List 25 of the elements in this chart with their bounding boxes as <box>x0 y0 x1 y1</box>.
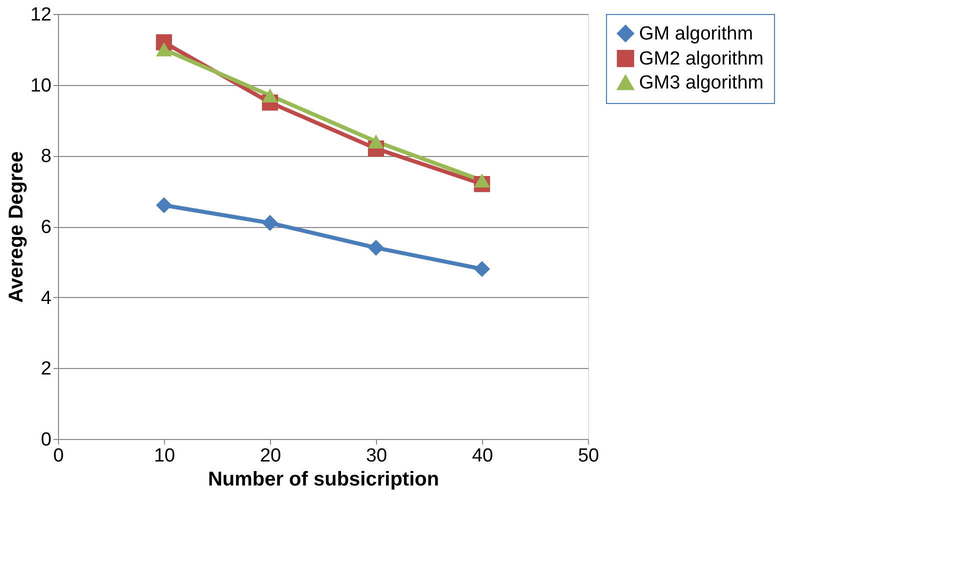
legend-label: GM2 algorithm <box>639 48 764 70</box>
point <box>368 240 384 256</box>
y-tick-label: 8 <box>40 146 52 168</box>
x-axis-title: Number of subsicription <box>208 468 440 490</box>
x-tick-label: 30 <box>366 446 388 466</box>
y-tick-label: 0 <box>40 430 52 450</box>
y-tick-label: 12 <box>30 4 52 26</box>
point <box>156 42 172 56</box>
point <box>262 88 278 102</box>
point <box>474 173 490 188</box>
x-tick-label: 20 <box>260 446 282 466</box>
point <box>262 214 278 232</box>
x-tick-label: 10 <box>154 446 176 466</box>
x-tick-label: 40 <box>472 446 494 466</box>
y-tick-label: 4 <box>40 288 52 309</box>
point <box>368 134 384 148</box>
legend-label: GM3 algorithm <box>639 72 764 94</box>
y-axis-title: Averege Degree <box>5 151 28 303</box>
x-tick-label: 50 <box>578 446 600 466</box>
point <box>156 197 172 214</box>
legend-label: GM algorithm <box>639 24 754 44</box>
y-tick-label: 2 <box>40 358 52 380</box>
point <box>474 260 490 278</box>
y-tick-label: 10 <box>30 75 52 96</box>
y-tick-label: 6 <box>40 217 52 238</box>
